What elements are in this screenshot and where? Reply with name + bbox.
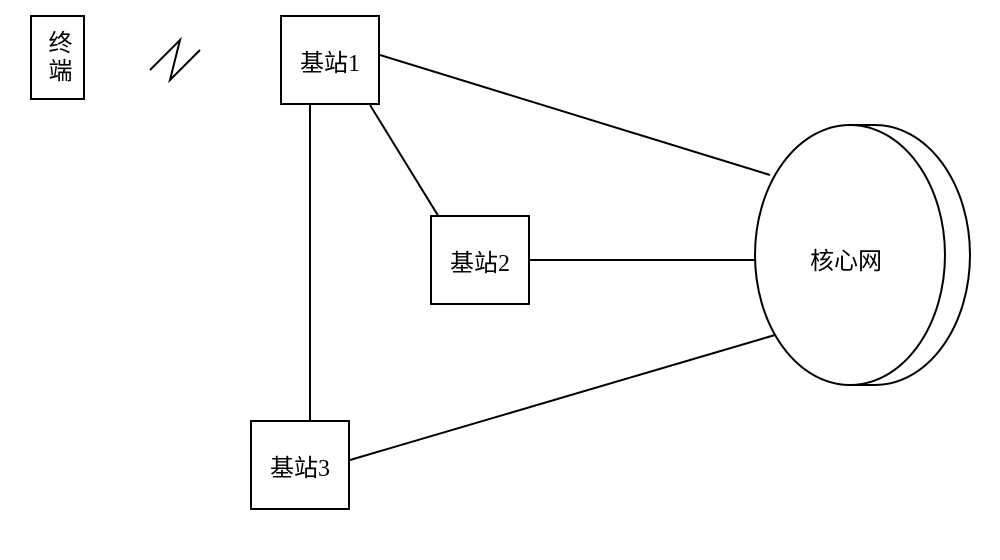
station2-node: 基站2 <box>430 215 530 305</box>
wireless-signal-icon <box>150 40 200 80</box>
station3-node: 基站3 <box>250 420 350 510</box>
station2-label: 基站2 <box>450 243 510 278</box>
station3-label: 基站3 <box>270 448 330 483</box>
terminal-label: 终端 <box>40 30 75 86</box>
core-network-label: 核心网 <box>810 241 882 276</box>
station1-node: 基站1 <box>280 15 380 105</box>
station1-label: 基站1 <box>300 43 360 78</box>
terminal-node: 终端 <box>30 15 85 100</box>
edges <box>310 55 775 460</box>
